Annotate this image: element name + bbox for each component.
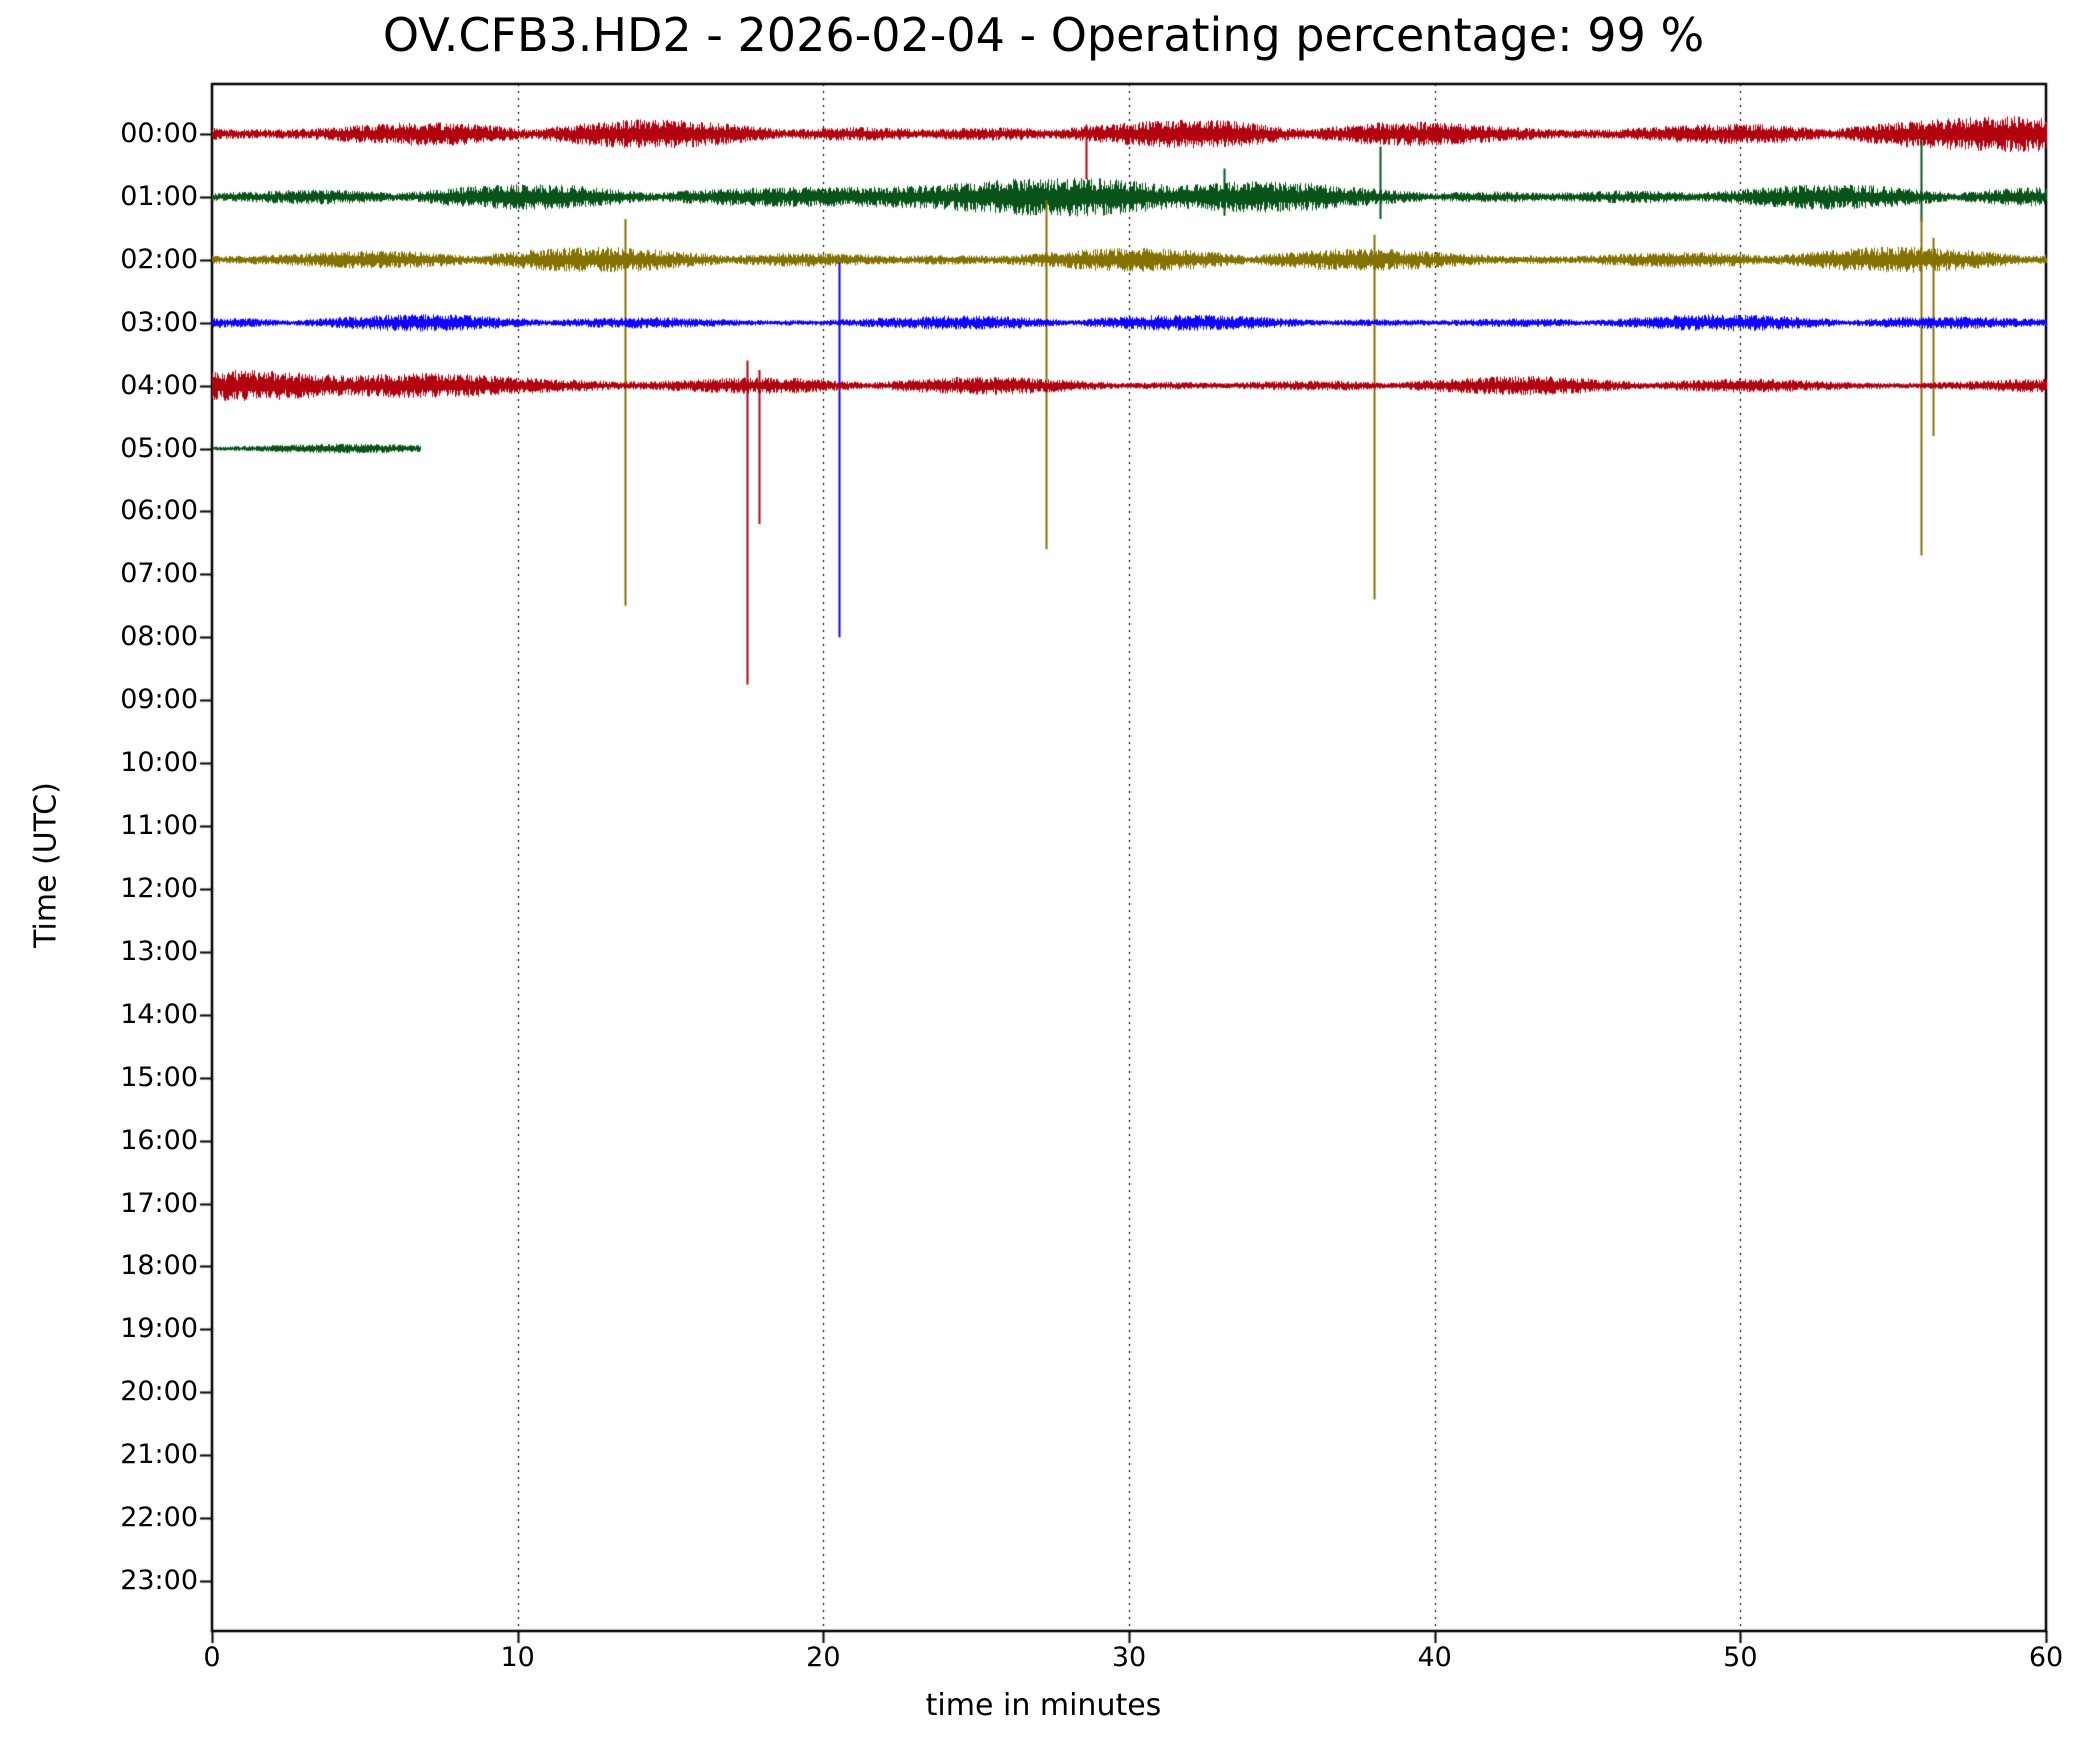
chart-title: OV.CFB3.HD2 - 2026-02-04 - Operating per… [382,8,1705,62]
y-tick-label: 23:00 [120,1565,198,1596]
y-tick-label: 13:00 [120,935,198,967]
x-tick-label: 60 [2028,1642,2064,1673]
y-tick-label: 19:00 [120,1313,198,1345]
x-tick-label: 20 [806,1642,841,1673]
x-tick-label: 30 [1111,1642,1147,1673]
y-tick-label: 21:00 [120,1439,198,1471]
y-tick-label: 17:00 [120,1187,198,1219]
y-tick-label: 16:00 [120,1124,198,1156]
y-tick-label: 09:00 [120,684,198,716]
y-tick-label: 18:00 [120,1250,198,1282]
y-tick-label: 08:00 [120,621,198,653]
x-tick-label: 0 [203,1642,221,1673]
y-tick-label: 15:00 [120,1061,198,1093]
y-tick-label: 20:00 [120,1376,198,1408]
y-tick-label: 00:00 [120,118,198,149]
x-axis-label: time in minutes [925,1688,1162,1723]
y-tick-label: 10:00 [120,747,198,779]
y-tick-label: 22:00 [120,1502,198,1534]
y-tick-label: 05:00 [120,432,198,464]
y-tick-label: 07:00 [120,558,198,590]
y-tick-label: 02:00 [120,243,198,275]
y-tick-label: 14:00 [120,998,198,1030]
y-tick-label: 06:00 [120,495,198,527]
y-tick-label: 03:00 [120,306,198,338]
y-tick-label: 11:00 [120,810,198,842]
y-tick-label: 01:00 [120,180,198,212]
x-tick-label: 40 [1417,1642,1452,1673]
y-tick-label: 12:00 [120,872,198,904]
x-tick-label: 50 [1723,1642,1758,1673]
x-tick-label: 10 [500,1642,535,1673]
y-tick-label: 04:00 [120,369,198,401]
y-axis-label: Time (UTC) [28,782,64,948]
